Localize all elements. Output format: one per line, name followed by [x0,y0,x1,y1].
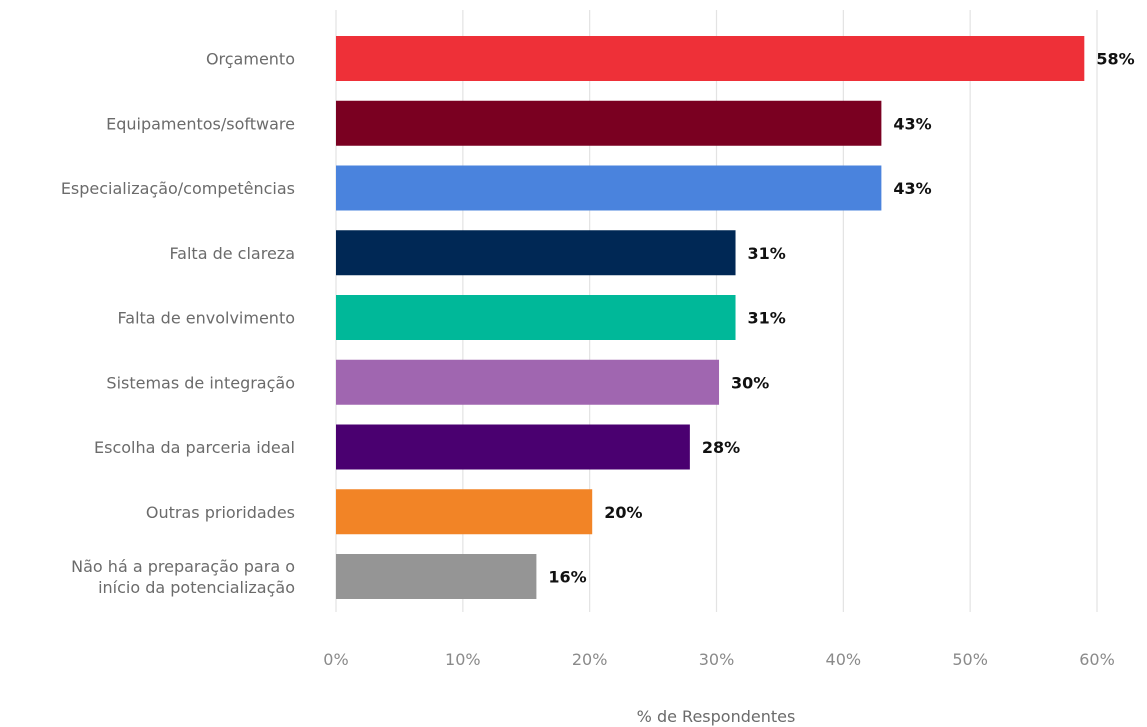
data-label: 20% [604,503,642,522]
data-label: 43% [893,179,931,198]
category-label: Outras prioridades [146,503,295,522]
data-label: 30% [731,373,769,392]
bar [336,230,736,276]
bar [336,359,720,405]
category-label: Especialização/competências [61,179,295,198]
data-label: 16% [548,568,586,587]
x-tick-label: 20% [572,650,608,669]
data-label: 58% [1096,50,1134,69]
data-label: 28% [702,438,740,457]
bar [336,100,882,146]
x-tick-label: 30% [699,650,735,669]
data-label: 31% [748,244,786,263]
bar [336,165,882,211]
category-label: Orçamento [206,50,295,69]
category-label: Sistemas de integração [106,373,295,392]
bars [336,36,1085,599]
x-tick-label: 40% [826,650,862,669]
category-label: Escolha da parceria ideal [94,438,295,457]
x-axis-ticks: 0% 10% 20% 30% 40% 50% 60% [323,650,1114,669]
data-label: 31% [748,309,786,328]
category-labels: Orçamento Equipamentos/software Especializ… [61,50,295,598]
bar [336,554,537,599]
bar [336,295,736,340]
category-label: Falta de envolvimento [118,309,295,328]
x-tick-label: 50% [952,650,988,669]
category-label: Não há a preparação para o [71,557,295,576]
bar [336,36,1085,81]
x-axis-title: % de Respondentes [637,707,796,726]
bar [336,424,690,470]
category-label: Falta de clareza [169,244,295,263]
x-tick-label: 0% [323,650,348,669]
value-labels: 58% 43% 43% 31% 31% 30% 28% 20% 16% [548,50,1134,587]
bar [336,489,593,535]
data-label: 43% [893,114,931,133]
category-label: Equipamentos/software [106,114,295,133]
category-label: início da potencialização [98,578,295,597]
x-tick-label: 10% [445,650,481,669]
x-tick-label: 60% [1079,650,1115,669]
